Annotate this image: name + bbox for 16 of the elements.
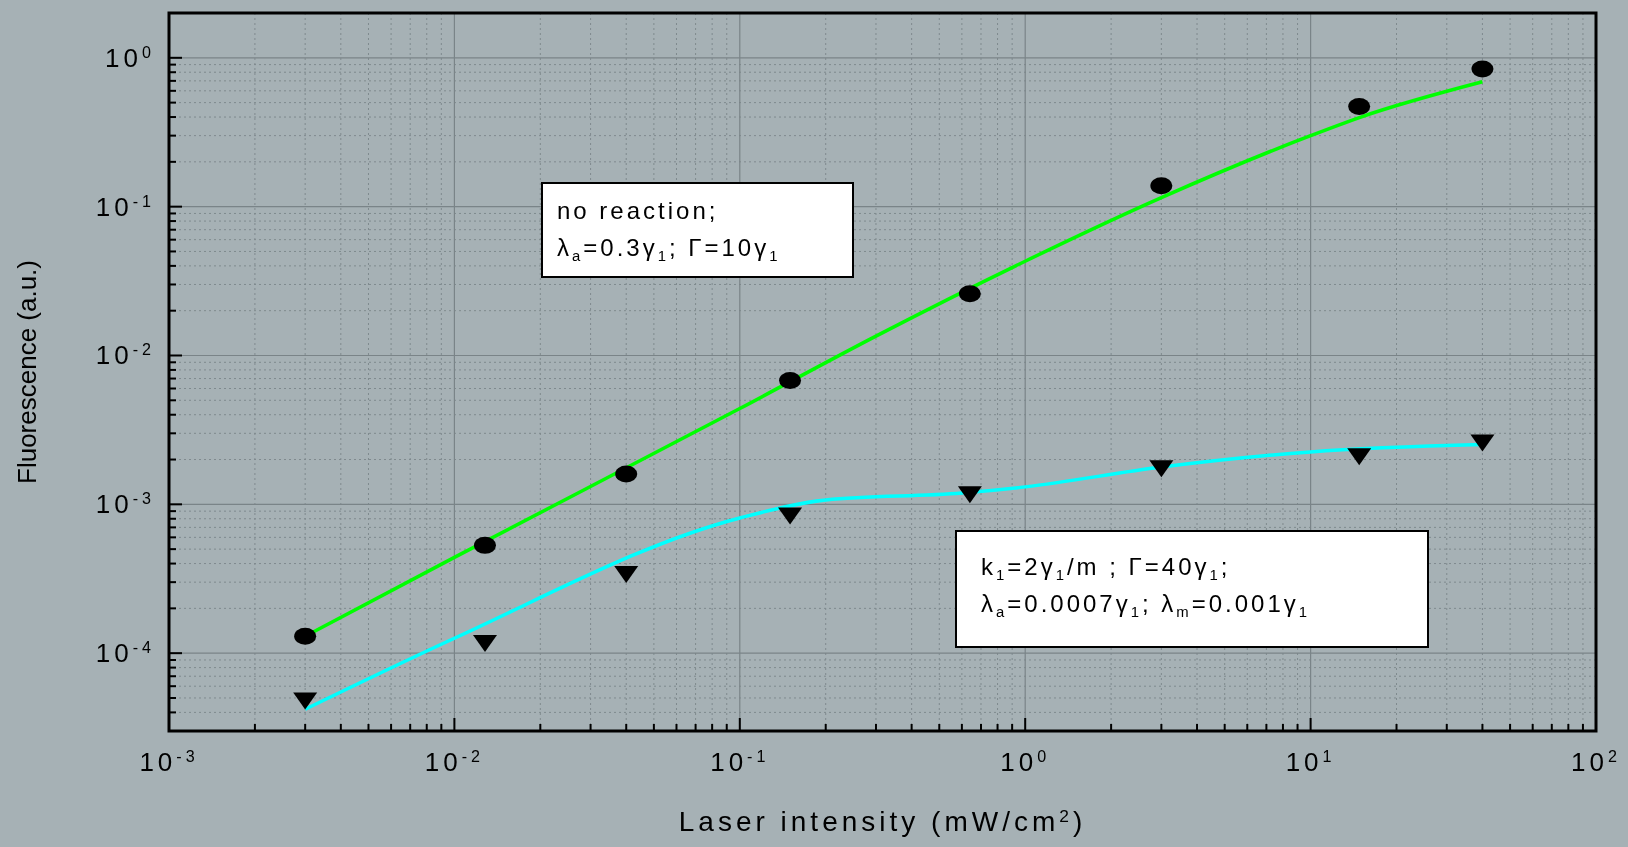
x-tick-label: 10$^{2}$ (1571, 747, 1621, 777)
text-box: k$_{1}$=2γ$_{1}$/m ; Γ=40γ$_{1}$; λ$_{a}$=0.0007γ$_{1}$; λ$_{m}$=0.001γ$_{1}$ (955, 530, 1429, 648)
x-tick-label: 10$^{-1}$ (710, 747, 770, 777)
x-tick-label: 10$^{0}$ (1000, 747, 1051, 777)
y-tick-label: 10$^{-1}$ (95, 191, 155, 222)
x-tick-label: 10$^{1}$ (1285, 747, 1336, 777)
annotation: no reaction; λ$_{a}$=0.3γ$_{1}$; Γ=10γ$_{1}$ (557, 197, 781, 265)
text-box: no reaction; λ$_{a}$=0.3γ$_{1}$; Γ=10γ$_{1}$ (541, 182, 854, 278)
y-tick-label: 10$^{-4}$ (95, 638, 155, 669)
x-tick-label: 10$^{-3}$ (139, 747, 199, 777)
y-axis-title: Fluorescence (a.u.) (12, 260, 42, 484)
y-tick-label: 10$^{0}$ (105, 42, 155, 73)
y-tick-label: 10$^{-2}$ (95, 340, 155, 371)
x-tick-label: 10$^{-2}$ (424, 747, 485, 777)
y-tick-label: 10$^{-3}$ (95, 489, 155, 520)
x-axis-title: Laser intensity (mW/cm$^{2}$) (678, 805, 1087, 837)
